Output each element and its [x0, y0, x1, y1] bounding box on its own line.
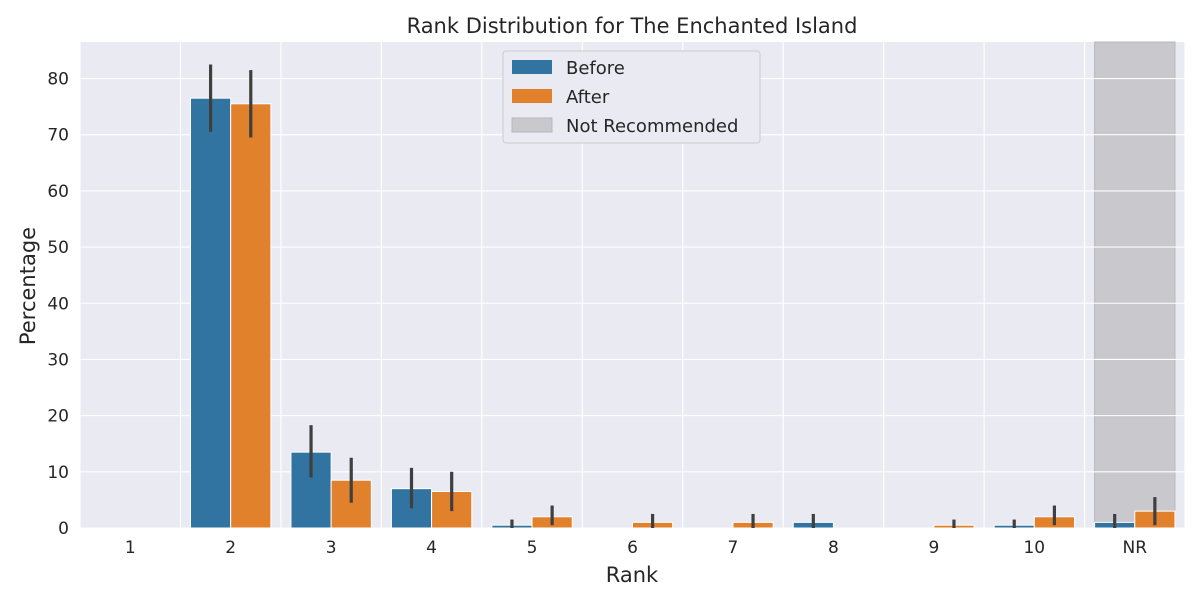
highlight-band-nr [1094, 41, 1176, 529]
x-tick-labels: 1 2 3 4 5 6 7 8 9 10 NR [125, 538, 1147, 558]
y-tick-label-40: 40 [47, 294, 69, 314]
legend: Before After Not Recommended [502, 50, 761, 144]
x-tick-label-1: 1 [125, 538, 136, 558]
x-tick-label-10: 10 [1023, 538, 1045, 558]
y-tick-labels: 0 10 20 30 40 50 60 70 80 [47, 70, 69, 539]
y-tick-label-60: 60 [47, 182, 69, 202]
x-tick-label-3: 3 [326, 538, 337, 558]
y-tick-label-70: 70 [47, 126, 69, 146]
bar-after-rank-2 [230, 103, 272, 529]
y-tick-label-80: 80 [47, 70, 69, 90]
x-tick-label-7: 7 [728, 538, 739, 558]
x-tick-label-5: 5 [527, 538, 538, 558]
y-tick-label-50: 50 [47, 238, 69, 258]
bar-before-rank-2 [190, 97, 232, 529]
legend-swatch-before [512, 60, 552, 74]
legend-swatch-after [512, 89, 552, 103]
x-tick-label-2: 2 [225, 538, 236, 558]
error-bar-layer [208, 64, 1157, 528]
y-tick-label-10: 10 [47, 463, 69, 483]
highlight-layer [1094, 41, 1176, 529]
x-tick-label-4: 4 [426, 538, 437, 558]
x-tick-label-9: 9 [928, 538, 939, 558]
legend-label-not-recommended: Not Recommended [566, 116, 738, 137]
x-tick-label-6: 6 [627, 538, 638, 558]
legend-swatch-not-recommended [511, 117, 553, 133]
y-tick-label-20: 20 [47, 407, 69, 427]
y-tick-label-30: 30 [47, 350, 69, 370]
legend-frame [502, 50, 761, 144]
legend-label-before: Before [566, 58, 625, 79]
legend-label-after: After [566, 87, 610, 108]
x-tick-label-8: 8 [828, 538, 839, 558]
chart-title: Rank Distribution for The Enchanted Isla… [407, 14, 858, 38]
x-tick-label-nr: NR [1123, 538, 1148, 558]
y-tick-label-0: 0 [58, 519, 69, 539]
x-axis-title: Rank [606, 563, 659, 587]
y-axis-title: Percentage [16, 227, 40, 345]
